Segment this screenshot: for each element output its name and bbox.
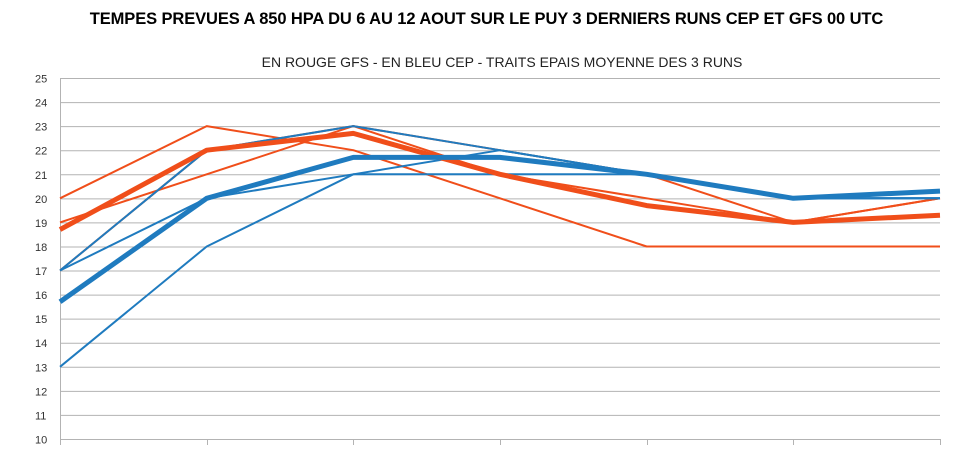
y-tick-label: 16 [35,290,47,302]
y-tick-label: 23 [35,122,47,134]
y-tick-label: 11 [35,410,46,422]
y-tick-label: 21 [35,170,47,182]
y-tick-label: 19 [35,218,47,230]
series-cep-run-6 [59,149,940,368]
y-tick-label: 17 [35,266,47,278]
chart-subtitle: EN ROUGE GFS - EN BLEU CEP - TRAITS EPAI… [262,54,743,70]
y-tick-label: 22 [35,146,47,158]
series-gfs-run-0 [59,125,940,248]
y-tick-label: 25 [35,74,47,86]
y-tick-label: 12 [35,386,47,398]
series-cep-mean-7 [58,154,941,304]
y-tick-label: 20 [35,194,47,206]
y-tick-labels: 10 11 12 13 14 15 16 17 18 19 20 21 22 23 24 25 [35,74,47,447]
y-tick-label: 10 [35,435,47,447]
axes [60,78,941,445]
y-tick-label: 15 [35,314,47,326]
series-lines [58,125,941,368]
y-tick-label: 13 [35,362,47,374]
y-tick-label: 24 [35,98,47,110]
y-tick-label: 14 [35,338,47,350]
y-tick-label: 18 [35,242,47,254]
chart-title: TEMPES PREVUES A 850 HPA DU 6 AU 12 AOUT… [89,10,884,28]
series-gfs-mean-3 [58,130,941,232]
